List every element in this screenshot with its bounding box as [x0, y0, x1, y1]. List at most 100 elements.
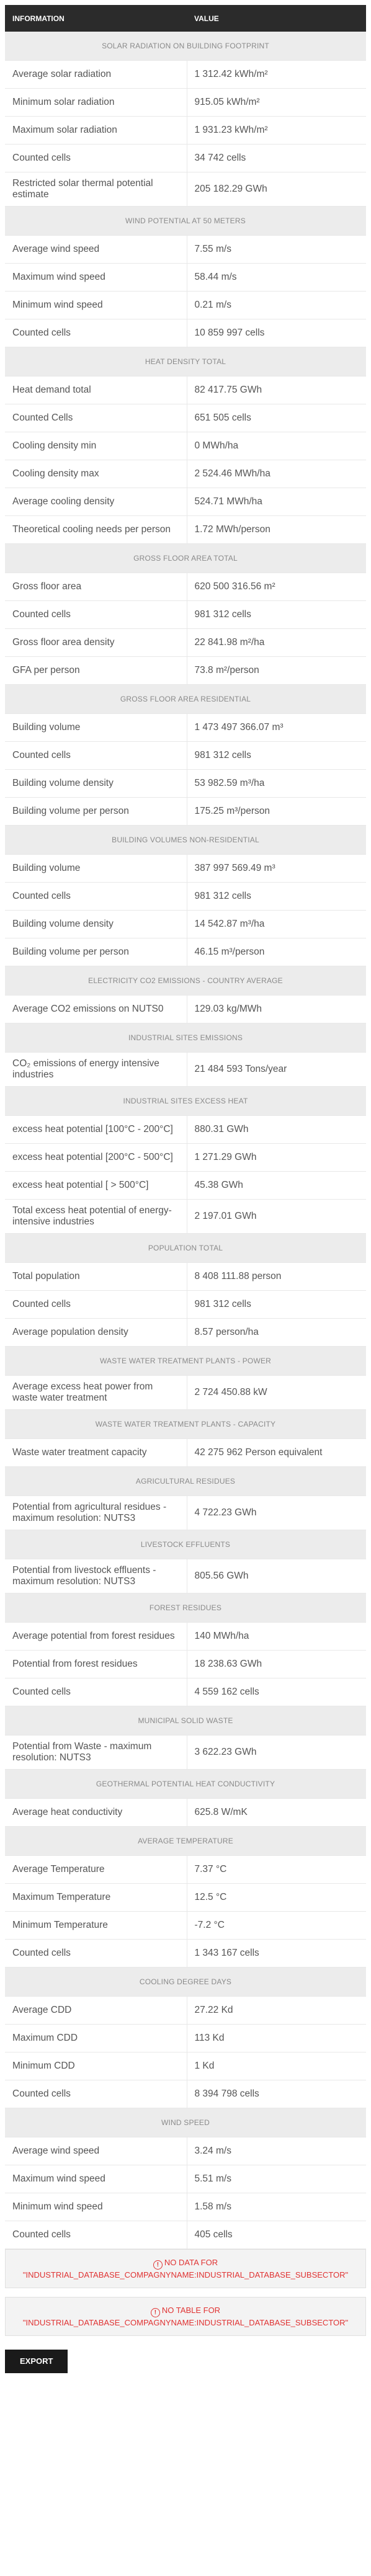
section-title: AVERAGE TEMPERATURE [5, 1826, 366, 1856]
section-title: MUNICIPAL SOLID WASTE [5, 1706, 366, 1736]
indicator-value: 0.21 m/s [186, 291, 366, 319]
table-row: Potential from livestock effluents - max… [5, 1559, 366, 1593]
table-row: Counted cells 405 cells [5, 2221, 366, 2249]
indicator-label: Cooling density max [5, 460, 187, 488]
indicator-value: 524.71 MWh/ha [186, 488, 366, 516]
indicator-label: Total excess heat potential of energy-in… [5, 1199, 187, 1234]
section-header-row: AVERAGE TEMPERATURE [5, 1826, 366, 1856]
indicator-value: 625.8 W/mK [186, 1798, 366, 1827]
indicator-label: Counted Cells [5, 404, 187, 432]
section-title: COOLING DEGREE DAYS [5, 1967, 366, 1997]
table-row: Cooling density max 2 524.46 MWh/ha [5, 460, 366, 488]
error-detail: "INDUSTRIAL_DATABASE_COMPAGNYNAME:INDUST… [22, 2318, 349, 2327]
section-header-row: AGRICULTURAL RESIDUES [5, 1466, 366, 1496]
indicator-value: 22 841.98 m²/ha [186, 628, 366, 657]
section-title: GROSS FLOOR AREA TOTAL [5, 543, 366, 573]
indicator-value: 651 505 cells [186, 404, 366, 432]
table-row: Counted cells 981 312 cells [5, 741, 366, 770]
indicator-value: 0 MWh/ha [186, 432, 366, 460]
table-row: Building volume per person 46.15 m³/perso… [5, 938, 366, 966]
table-row: Building volume 1 473 497 366.07 m³ [5, 713, 366, 742]
indicator-label: Building volume density [5, 910, 187, 938]
indicator-label: Heat demand total [5, 376, 187, 404]
table-row: Average Temperature 7.37 °C [5, 1855, 366, 1884]
indicator-value: 981 312 cells [186, 882, 366, 911]
table-row: excess heat potential [ > 500°C] 45.38 GW… [5, 1171, 366, 1200]
indicator-value: 3.24 m/s [186, 2137, 366, 2165]
indicator-value: 18 238.63 GWh [186, 1650, 366, 1678]
indicator-label: Counted cells [5, 319, 187, 347]
table-row: Theoretical cooling needs per person 1.72… [5, 515, 366, 544]
table-row: Average solar radiation 1 312.42 kWh/m² [5, 60, 366, 89]
section-title: INDUSTRIAL SITES EMISSIONS [5, 1023, 366, 1053]
section-header-row: FOREST RESIDUES [5, 1593, 366, 1623]
indicator-value: 113 Kd [186, 2024, 366, 2052]
indicator-label: Building volume [5, 713, 187, 742]
indicator-label: Counted cells [5, 1290, 187, 1319]
indicator-label: Average solar radiation [5, 60, 187, 89]
table-row: Counted cells 1 343 167 cells [5, 1939, 366, 1968]
indicator-value: 3 622.23 GWh [186, 1735, 366, 1770]
table-row: Counted cells 981 312 cells [5, 1290, 366, 1319]
table-row: Counted cells 10 859 997 cells [5, 319, 366, 347]
table-row: Average wind speed 3.24 m/s [5, 2137, 366, 2165]
table-row: Potential from Waste - maximum resolutio… [5, 1735, 366, 1770]
indicator-value: 45.38 GWh [186, 1171, 366, 1200]
table-row: Cooling density min 0 MWh/ha [5, 432, 366, 460]
indicator-value: 620 500 316.56 m² [186, 573, 366, 601]
table-row: Minimum Temperature -7.2 °C [5, 1911, 366, 1940]
table-row: Counted Cells 651 505 cells [5, 404, 366, 432]
indicator-label: Average Temperature [5, 1855, 187, 1884]
indicator-label: CO₂ emissions of energy intensive indust… [5, 1052, 187, 1087]
indicator-value: 387 997 569.49 m³ [186, 854, 366, 883]
indicator-label: Maximum Temperature [5, 1883, 187, 1912]
section-title: SOLAR RADIATION ON BUILDING FOOTPRINT [5, 32, 366, 61]
section-header-row: POPULATION TOTAL [5, 1233, 366, 1263]
indicator-label: excess heat potential [200°C - 500°C] [5, 1143, 187, 1172]
section-header-row: COOLING DEGREE DAYS [5, 1967, 366, 1997]
table-row: Average cooling density 524.71 MWh/ha [5, 488, 366, 516]
table-row: Average wind speed 7.55 m/s [5, 235, 366, 264]
indicator-label: Counted cells [5, 882, 187, 911]
indicator-label: Counted cells [5, 1678, 187, 1706]
section-title: BUILDING VOLUMES NON-RESIDENTIAL [5, 825, 366, 855]
indicator-label: Counted cells [5, 2080, 187, 2108]
indicator-label: Average wind speed [5, 2137, 187, 2165]
indicator-label: Total population [5, 1262, 187, 1291]
table-row: Counted cells 8 394 798 cells [5, 2080, 366, 2108]
indicator-value: 880.31 GWh [186, 1115, 366, 1144]
table-row: Gross floor area density 22 841.98 m²/ha [5, 628, 366, 657]
section-header-row: GROSS FLOOR AREA RESIDENTIAL [5, 684, 366, 714]
section-header-row: HEAT DENSITY TOTAL [5, 347, 366, 377]
section-title: AGRICULTURAL RESIDUES [5, 1466, 366, 1496]
section-header-row: WIND POTENTIAL AT 50 METERS [5, 206, 366, 236]
table-row: Minimum wind speed 0.21 m/s [5, 291, 366, 319]
export-button[interactable]: EXPORT [5, 2350, 68, 2373]
table-header-row: INFORMATION VALUE [5, 5, 366, 32]
indicator-value: 981 312 cells [186, 600, 366, 629]
table-row: GFA per person 73.8 m²/person [5, 656, 366, 685]
indicator-label: Maximum wind speed [5, 2165, 187, 2193]
indicator-label: Minimum solar radiation [5, 88, 187, 117]
table-row: Waste water treatment capacity 42 275 962… [5, 1438, 366, 1467]
error-title: NO DATA FOR [164, 2258, 218, 2267]
table-row: Maximum solar radiation 1 931.23 kWh/m² [5, 116, 366, 145]
section-title: WIND POTENTIAL AT 50 METERS [5, 206, 366, 236]
table-row: Average heat conductivity 625.8 W/mK [5, 1798, 366, 1827]
table-row: excess heat potential [200°C - 500°C] 1 2… [5, 1143, 366, 1172]
table-row: Average population density 8.57 person/ha [5, 1318, 366, 1347]
table-row: Counted cells 981 312 cells [5, 600, 366, 629]
indicator-value: 1.72 MWh/person [186, 515, 366, 544]
indicator-value: 82 417.75 GWh [186, 376, 366, 404]
table-row: Average CO2 emissions on NUTS0 129.03 kg/… [5, 995, 366, 1023]
section-title: HEAT DENSITY TOTAL [5, 347, 366, 377]
table-row: Building volume 387 997 569.49 m³ [5, 854, 366, 883]
table-row: Total population 8 408 111.88 person [5, 1262, 366, 1291]
indicator-label: Counted cells [5, 144, 187, 172]
indicator-value: 175.25 m³/person [186, 797, 366, 826]
table-row: Maximum wind speed 58.44 m/s [5, 263, 366, 292]
indicator-value: 21 484 593 Tons/year [186, 1052, 366, 1087]
indicator-label: Restricted solar thermal potential estim… [5, 172, 187, 207]
table-row: Counted cells 34 742 cells [5, 144, 366, 172]
error-detail: "INDUSTRIAL_DATABASE_COMPAGNYNAME:INDUST… [22, 2270, 349, 2280]
